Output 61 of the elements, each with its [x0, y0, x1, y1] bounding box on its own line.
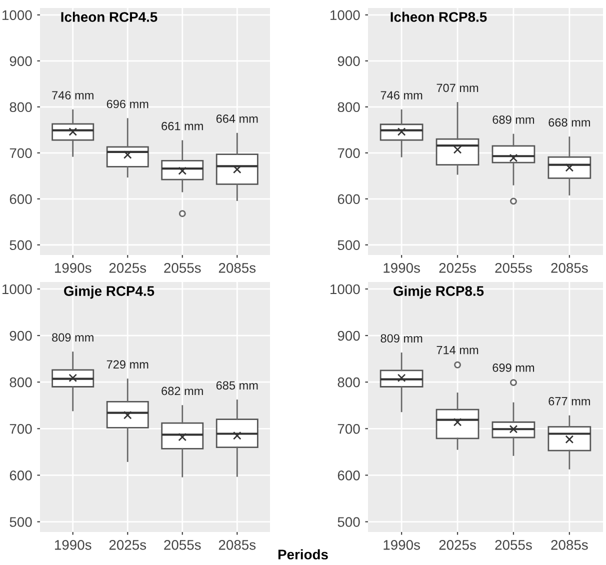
chart-title: Icheon RCP8.5	[390, 12, 487, 22]
annotation: 714 mm	[436, 346, 478, 354]
x-tick-label: 2055s	[164, 540, 201, 550]
annotation: 707 mm	[436, 84, 478, 92]
x-tick-label: 2055s	[495, 263, 532, 273]
x-tick-label: 2055s	[164, 263, 201, 273]
x-tick-label: 2025s	[109, 540, 146, 550]
y-tick-label: 1000	[330, 284, 360, 294]
x-tick-label: 1990s	[384, 540, 420, 550]
annotation: 696 mm	[106, 100, 148, 108]
annotation: 729 mm	[106, 360, 148, 369]
y-tick-label: 900	[10, 330, 32, 341]
y-tick-label: 500	[338, 240, 360, 250]
y-tick-label: 600	[338, 470, 360, 480]
y-tick-label: 900	[338, 330, 360, 341]
annotation: 809 mm	[380, 334, 422, 343]
y-tick-label: 800	[10, 377, 32, 388]
x-tick-label: 1990s	[54, 540, 92, 550]
x-axis-title: Periods	[278, 549, 328, 560]
y-tick-label: 700	[338, 148, 360, 158]
annotation: 664 mm	[216, 114, 258, 123]
x-tick-label: 2025s	[439, 540, 476, 550]
y-tick-label: 1000	[2, 284, 32, 294]
y-tick-label: 500	[10, 240, 32, 250]
annotation: 677 mm	[548, 397, 590, 406]
y-tick-label: 500	[338, 517, 360, 527]
annotation: 746 mm	[52, 91, 94, 100]
y-tick-label: 1000	[330, 10, 360, 20]
annotation: 668 mm	[548, 118, 590, 127]
annotation: 699 mm	[492, 364, 534, 372]
y-tick-label: 900	[10, 56, 32, 66]
y-tick-label: 700	[338, 424, 360, 434]
annotation: 685 mm	[216, 381, 258, 390]
annotation: 682 mm	[162, 386, 203, 396]
y-tick-label: 700	[10, 148, 32, 158]
y-tick-label: 600	[338, 194, 360, 204]
y-tick-label: 900	[338, 56, 360, 66]
y-tick-label: 1000	[2, 10, 32, 20]
y-tick-label: 800	[338, 102, 360, 112]
annotation: 689 mm	[492, 115, 534, 124]
y-tick-label: 500	[10, 517, 32, 527]
annotation: 809 mm	[52, 333, 94, 342]
chart-title: Gimje RCP4.5	[64, 286, 154, 299]
y-tick-label: 600	[10, 470, 32, 480]
annotation: 746 mm	[380, 91, 422, 100]
x-tick-label: 2025s	[439, 263, 476, 273]
x-tick-label: 2085s	[218, 263, 256, 273]
x-tick-label: 1990s	[384, 263, 420, 273]
x-tick-label: 2055s	[495, 540, 532, 550]
x-tick-label: 2085s	[218, 540, 256, 550]
y-tick-label: 800	[338, 377, 360, 388]
x-tick-label: 1990s	[54, 263, 92, 273]
chart-title: Gimje RCP8.5	[394, 286, 484, 299]
x-tick-label: 2085s	[551, 540, 588, 550]
annotation: 661 mm	[162, 122, 203, 130]
y-tick-label: 700	[10, 424, 32, 434]
chart-title: Icheon RCP4.5	[61, 12, 158, 22]
x-tick-label: 2085s	[551, 263, 588, 273]
x-tick-label: 2025s	[109, 263, 146, 273]
y-tick-label: 800	[10, 102, 32, 112]
y-tick-label: 600	[10, 194, 32, 204]
